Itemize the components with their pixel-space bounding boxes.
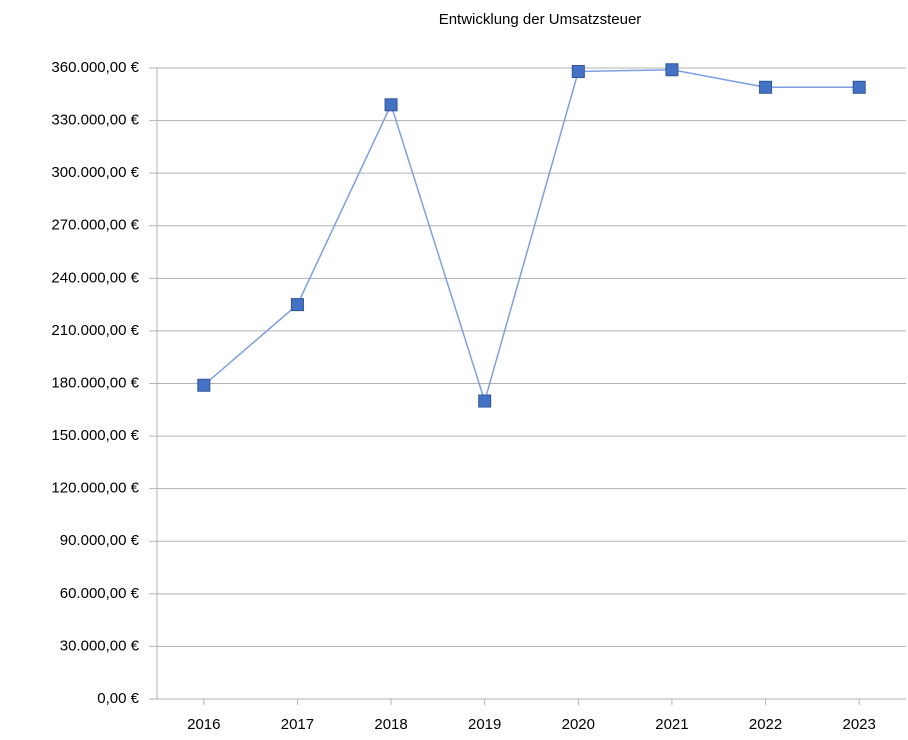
y-tick-label: 120.000,00 € bbox=[51, 480, 139, 497]
line bbox=[203, 69, 860, 404]
marker bbox=[571, 65, 585, 79]
x-tick-label: 2021 bbox=[655, 716, 688, 733]
y-tick-label: 0,00 € bbox=[97, 690, 139, 707]
x-tick-label: 2016 bbox=[187, 716, 220, 733]
y-tick-label: 150.000,00 € bbox=[51, 427, 139, 444]
x-tick-label: 2023 bbox=[843, 716, 876, 733]
y-tick-label: 210.000,00 € bbox=[51, 322, 139, 339]
y-tick-label: 330.000,00 € bbox=[51, 112, 139, 129]
marker bbox=[197, 378, 211, 392]
y-tick-label: 360.000,00 € bbox=[51, 59, 139, 76]
marker bbox=[384, 98, 398, 112]
x-tick-label: 2017 bbox=[281, 716, 314, 733]
marker bbox=[478, 394, 492, 408]
y-tick-label: 180.000,00 € bbox=[51, 374, 139, 391]
y-tick-label: 90.000,00 € bbox=[60, 532, 140, 549]
x-tick-label: 2018 bbox=[374, 716, 407, 733]
chart-title: Entwicklung der Umsatzsteuer bbox=[439, 11, 642, 28]
y-tick-label: 60.000,00 € bbox=[60, 585, 140, 602]
marker bbox=[290, 298, 304, 312]
x-tick-label: 2022 bbox=[749, 716, 782, 733]
x-tick-label: 2020 bbox=[562, 716, 595, 733]
marker bbox=[665, 63, 679, 77]
y-tick-label: 240.000,00 € bbox=[51, 269, 139, 286]
y-tick-label: 30.000,00 € bbox=[60, 637, 140, 654]
y-tick-label: 300.000,00 € bbox=[51, 164, 139, 181]
marker bbox=[759, 80, 773, 94]
y-tick-label: 270.000,00 € bbox=[51, 217, 139, 234]
marker bbox=[852, 80, 866, 94]
x-tick-label: 2019 bbox=[468, 716, 501, 733]
